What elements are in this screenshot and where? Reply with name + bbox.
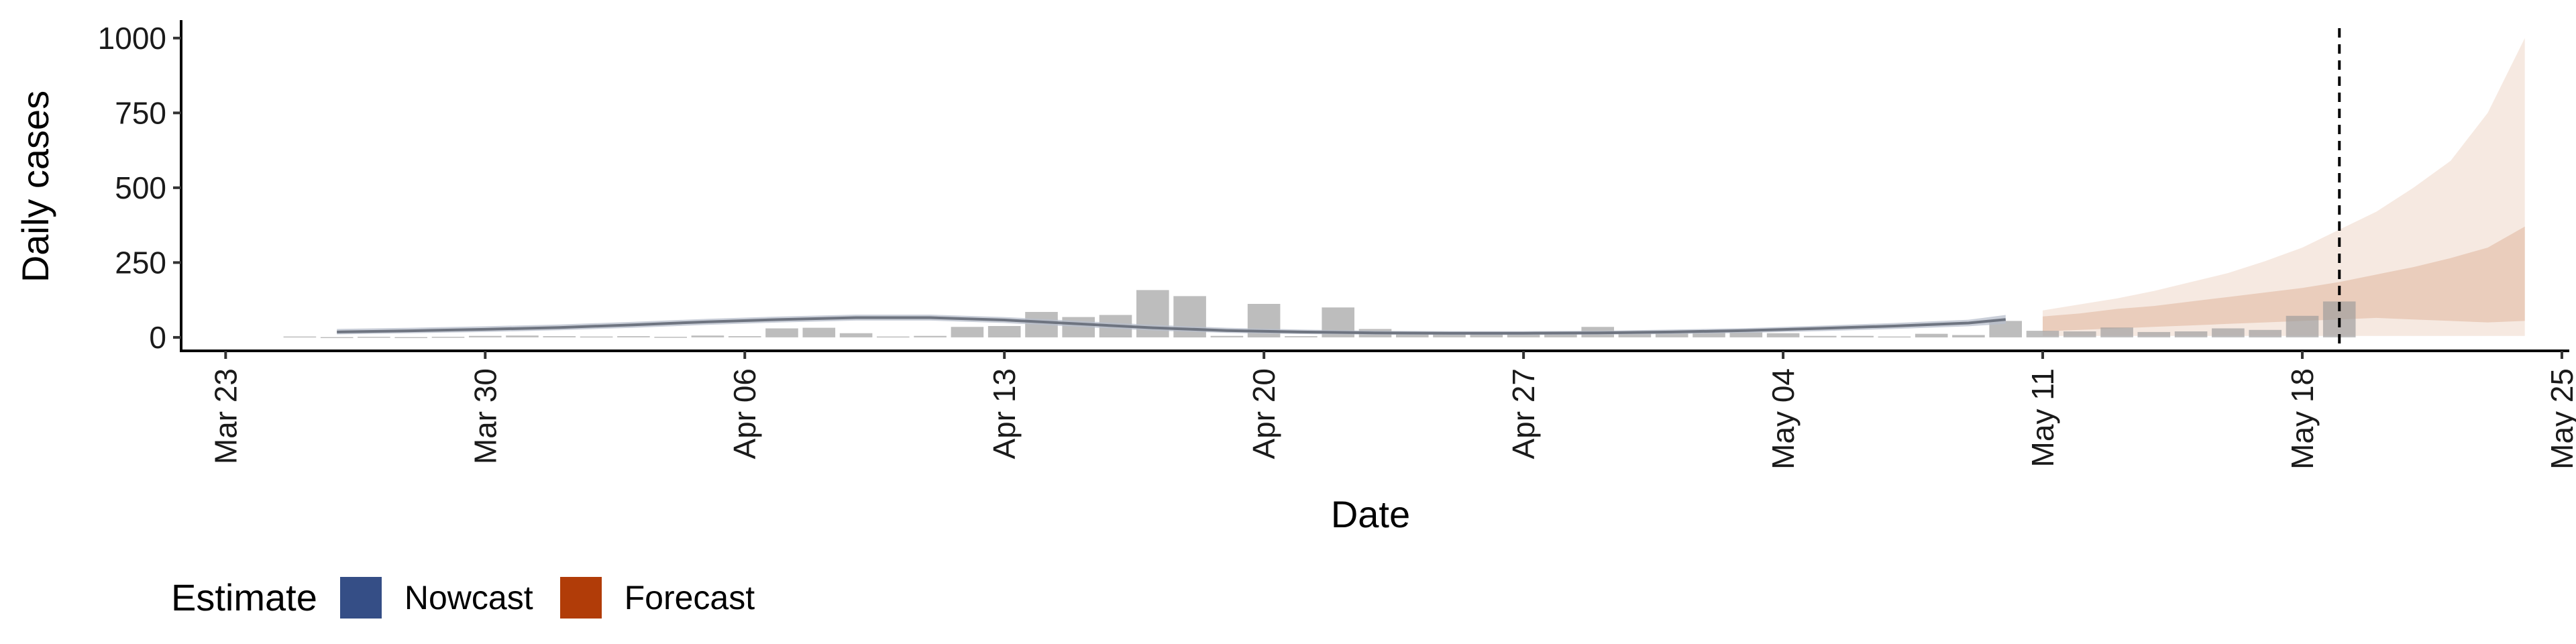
bar	[431, 337, 465, 338]
bar	[1766, 333, 1800, 337]
bar	[2137, 331, 2171, 337]
x-tick-label: Apr 06	[727, 368, 762, 460]
forecast-bands	[2043, 38, 2525, 336]
bar	[839, 333, 873, 337]
legend-key-nowcast	[339, 576, 382, 619]
x-tick-label: Mar 30	[468, 368, 502, 464]
bar	[1915, 333, 1948, 337]
y-tick-label: 500	[115, 170, 166, 205]
x-tick-label: Apr 20	[1246, 368, 1281, 460]
bar	[283, 336, 317, 338]
bar	[728, 336, 761, 337]
bar	[951, 327, 984, 337]
bar	[2063, 331, 2096, 337]
y-tick-label: 1000	[98, 21, 166, 56]
legend-label-forecast: Forecast	[624, 578, 755, 616]
y-axis-title: Daily cases	[14, 91, 56, 282]
bar	[506, 335, 539, 337]
bar	[2249, 329, 2282, 337]
forecast-band-90	[2043, 38, 2525, 336]
bar	[1655, 331, 1688, 337]
x-axis-title: Date	[1331, 493, 1410, 535]
bar	[691, 335, 724, 337]
x-tick-label: Apr 27	[1506, 368, 1541, 460]
bar	[1841, 335, 1874, 337]
bar	[914, 335, 947, 337]
bar	[802, 327, 836, 337]
forecast-band-50	[2043, 226, 2525, 331]
bar	[877, 336, 910, 338]
bar	[580, 336, 613, 338]
x-tick-label: May 25	[2544, 368, 2576, 470]
bar	[1693, 331, 1725, 337]
bar	[1952, 335, 1985, 337]
bar	[543, 336, 576, 337]
bar	[654, 337, 687, 338]
axes	[180, 20, 2569, 352]
nowcast-line	[337, 316, 2006, 335]
x-tick-label: Mar 23	[208, 368, 243, 464]
bar	[394, 337, 427, 338]
bar	[2100, 327, 2133, 337]
bar	[1544, 333, 1577, 337]
bar	[2174, 331, 2208, 337]
bar	[1878, 336, 1911, 338]
legend-key-forecast	[559, 576, 602, 619]
bar	[1210, 335, 1244, 337]
x-tick-label: May 18	[2285, 368, 2320, 470]
x-tick-label: May 04	[1766, 368, 1801, 470]
y-tick-label: 250	[115, 245, 166, 280]
x-tick-label: May 11	[2025, 368, 2060, 467]
bar	[765, 328, 798, 337]
bar	[2212, 328, 2245, 337]
y-axis-ticks: 0 250 500 750 1000	[98, 21, 181, 355]
bar	[987, 326, 1021, 337]
bar	[320, 337, 354, 338]
y-tick-label: 0	[149, 320, 166, 355]
y-tick-label: 750	[115, 95, 166, 130]
bar	[2026, 331, 2059, 337]
x-tick-label: Apr 13	[987, 368, 1022, 460]
bar	[1804, 335, 1837, 337]
legend: Estimate Nowcast Forecast	[171, 576, 782, 619]
bar	[1729, 332, 1763, 337]
bar	[469, 335, 502, 337]
x-axis-ticks: Mar 23 Mar 30 Apr 06 Apr 13 Apr 20 Apr 27 May …	[208, 351, 2576, 470]
bar	[1285, 336, 1318, 337]
bar	[358, 337, 390, 338]
legend-label-nowcast: Nowcast	[404, 578, 533, 616]
nowcast-band	[337, 315, 2006, 335]
bar	[2286, 315, 2319, 337]
bar	[617, 336, 650, 337]
legend-title: Estimate	[171, 576, 317, 619]
nowcast-series	[337, 315, 2006, 335]
